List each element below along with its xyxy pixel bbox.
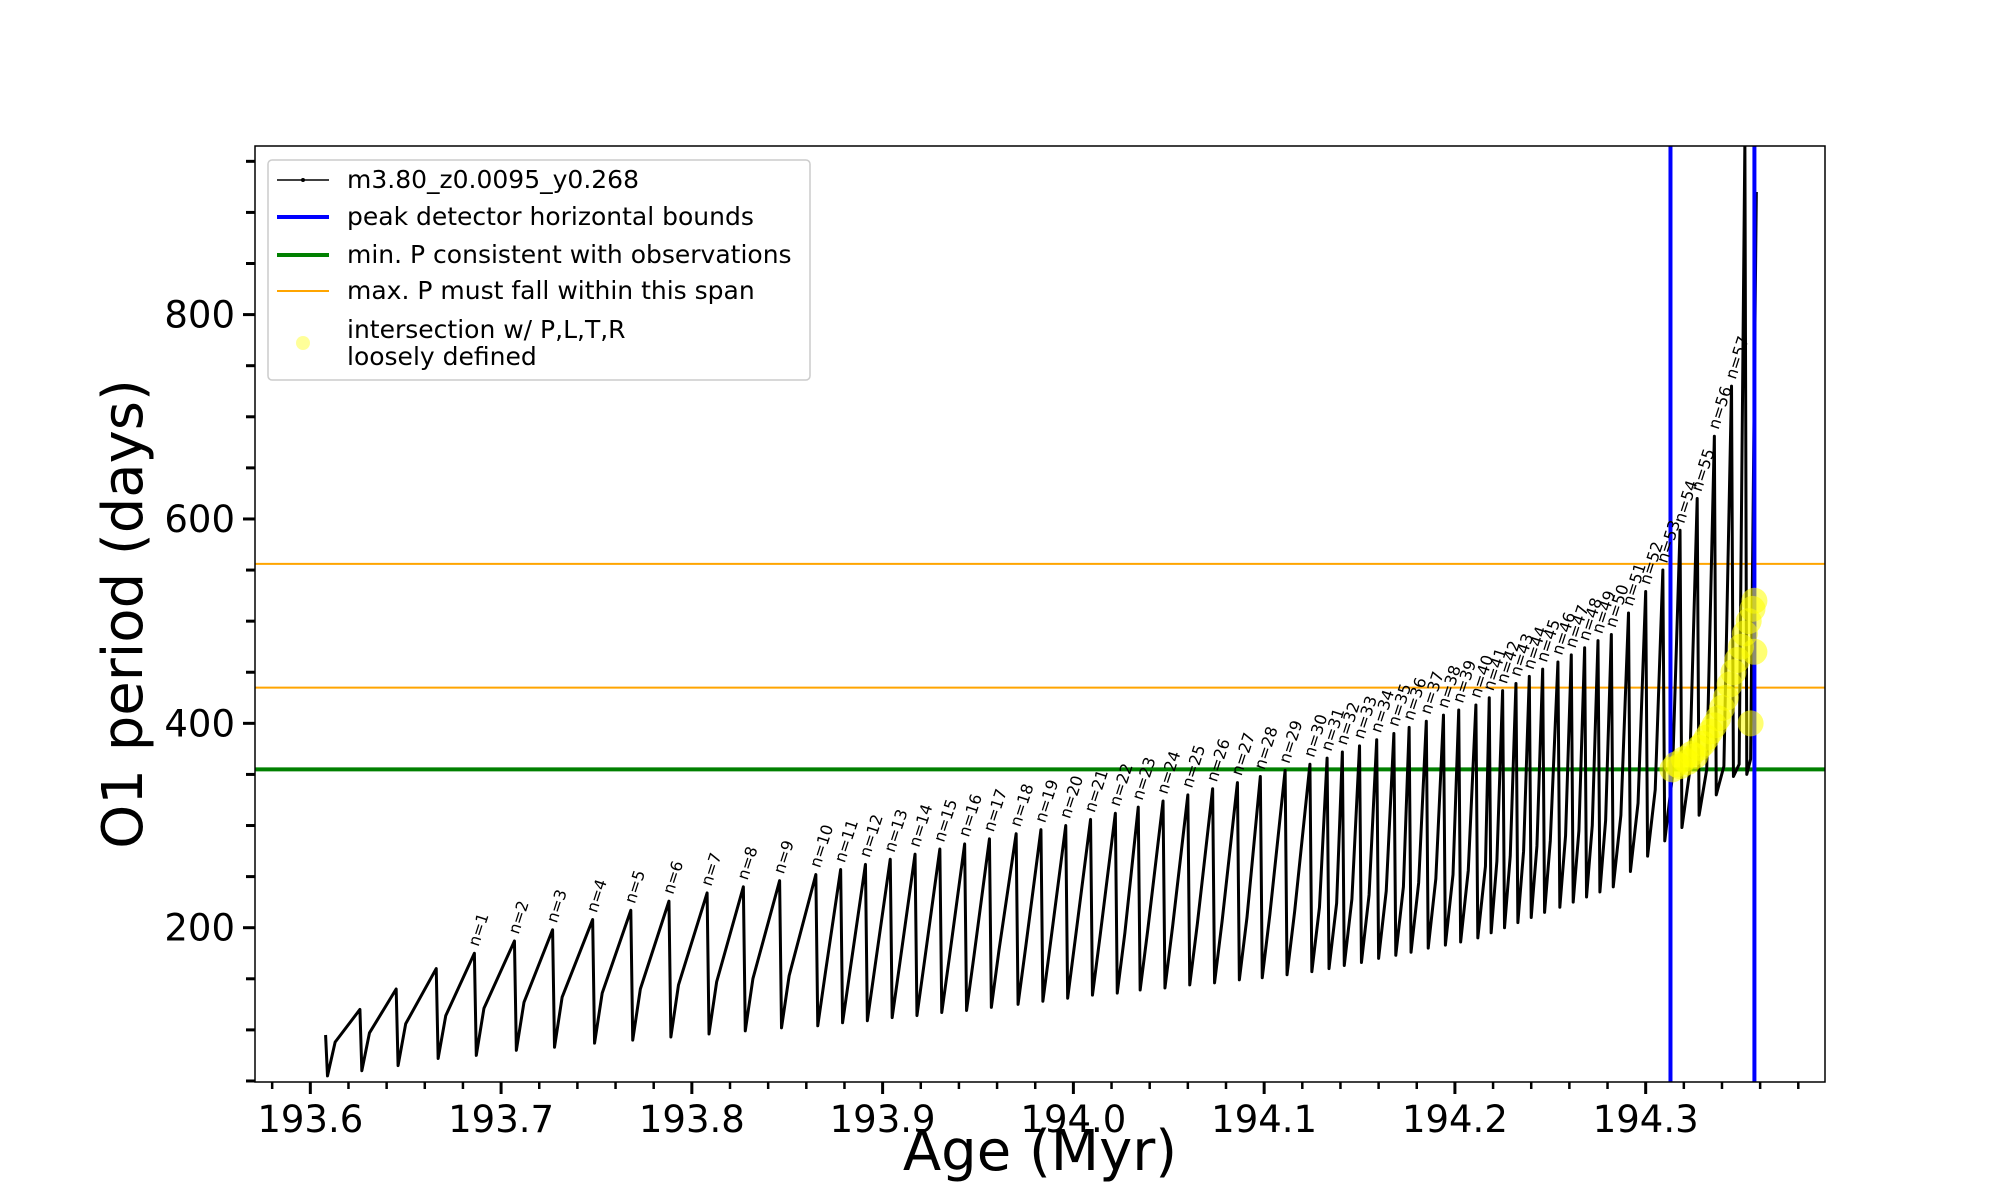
pulse-label: n=21 [1080,767,1112,815]
scatter-point [1737,710,1764,737]
pulse-label: n=16 [954,792,986,840]
y-tick-label: 800 [164,294,235,337]
pulse-label: n=57 [1721,334,1753,382]
pulse-label: n=20 [1055,773,1087,821]
pulse-label: n=19 [1031,777,1063,825]
pulse-label: n=26 [1202,736,1234,784]
pulse-label: n=1 [464,911,492,949]
legend-label: max. P must fall within this span [347,276,755,305]
pulse-label: n=13 [880,807,912,855]
legend-marker [296,336,310,350]
pulse-label: n=18 [1006,781,1038,829]
plot-frame [254,145,1826,1083]
legend-marker-dot [301,178,305,182]
scatter-point [1741,638,1768,665]
pulse-label: n=2 [504,898,532,936]
legend-label: m3.80_z0.0095_y0.268 [347,165,639,194]
pulse-label: n=4 [582,877,610,915]
pulse-label: n=11 [830,817,862,865]
y-axis-label: O1 period (days) [91,379,156,849]
x-tick-label: 193.9 [830,1098,936,1141]
y-tick-label: 400 [164,702,235,745]
pulse-label: n=6 [659,858,687,896]
x-tick-label: 194.3 [1593,1098,1699,1141]
x-tick-label: 193.6 [257,1098,363,1141]
pulse-label: n=10 [806,822,838,870]
legend-label: intersection w/ P,L,T,R loosely defined [347,315,626,371]
x-tick-label: 194.1 [1211,1098,1317,1141]
x-tick-label: 193.7 [448,1098,554,1141]
pulse-label: n=12 [855,812,887,860]
pulse-label: n=17 [979,786,1011,834]
legend-label: peak detector horizontal bounds [347,202,754,231]
pulse-label: n=5 [621,868,649,906]
x-tick-label: 193.8 [639,1098,745,1141]
x-tick-label: 194.2 [1402,1098,1508,1141]
pulse-label: n=24 [1153,749,1185,797]
pulse-label: n=9 [769,838,797,876]
data-line [324,146,1758,1078]
scatter-point [1741,587,1768,614]
pulse-label: n=3 [542,887,570,925]
y-tick-label: 600 [164,498,235,541]
x-tick-label: 194.0 [1020,1098,1126,1141]
y-tick-label: 200 [164,907,235,950]
pulse-label: n=29 [1275,718,1307,766]
pulse-label: n=15 [930,797,962,845]
pulse-label: n=8 [733,844,761,882]
x-axis-label: Age (Myr) [903,1119,1177,1184]
legend-box [267,159,811,381]
pulse-label: n=25 [1178,742,1210,790]
pulse-label: n=14 [905,802,937,850]
legend-label: min. P consistent with observations [347,240,792,269]
pulse-label: n=7 [697,850,725,888]
